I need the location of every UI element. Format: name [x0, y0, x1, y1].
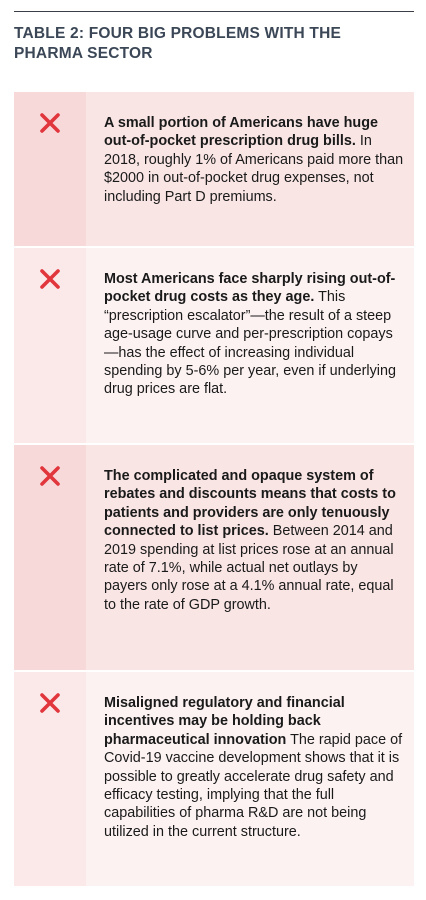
- row-text: Most Americans face sharply rising out-o…: [104, 270, 404, 399]
- x-icon: [40, 113, 60, 133]
- row-body: In 2018, roughly 1% of Americans paid mo…: [104, 133, 404, 205]
- row-lead: A small portion of Americans have huge o…: [104, 115, 379, 150]
- icon-cell: [14, 92, 86, 246]
- x-stroke: [40, 693, 60, 713]
- row-text: A small portion of Americans have huge o…: [104, 114, 404, 206]
- icon-cell: [14, 672, 86, 886]
- row-body: Between 2014 and 2019 spending at list p…: [104, 523, 394, 613]
- top-rule: [14, 11, 414, 12]
- text-cell: A small portion of Americans have huge o…: [86, 92, 414, 246]
- x-icon: [40, 466, 60, 486]
- row-body: The rapid pace of Covid-19 vaccine devel…: [104, 731, 403, 840]
- row-body: This “prescription escalator”—the result…: [104, 289, 396, 398]
- table-row: Misaligned regulatory and financial ince…: [14, 672, 414, 888]
- table-row: Most Americans face sharply rising out-o…: [14, 248, 414, 445]
- row-text: The complicated and opaque system of reb…: [104, 467, 404, 614]
- row-lead: Misaligned regulatory and financial ince…: [104, 695, 345, 748]
- row-lead: The complicated and opaque system of reb…: [104, 468, 396, 540]
- x-stroke: [40, 466, 60, 486]
- text-cell: The complicated and opaque system of reb…: [86, 445, 414, 670]
- icon-cell: [14, 248, 86, 443]
- icon-cell: [14, 445, 86, 670]
- x-icon: [40, 693, 60, 713]
- text-cell: Most Americans face sharply rising out-o…: [86, 248, 414, 443]
- x-stroke: [40, 113, 60, 133]
- x-stroke: [40, 269, 60, 289]
- row-text: Misaligned regulatory and financial ince…: [104, 694, 404, 841]
- x-icon: [40, 269, 60, 289]
- table-row: The complicated and opaque system of reb…: [14, 445, 414, 672]
- table-title: TABLE 2: FOUR BIG PROBLEMS WITH THE PHAR…: [14, 25, 342, 62]
- text-cell: Misaligned regulatory and financial ince…: [86, 672, 414, 886]
- problems-table: A small portion of Americans have huge o…: [14, 92, 414, 888]
- table-row: A small portion of Americans have huge o…: [14, 92, 414, 248]
- row-lead: Most Americans face sharply rising out-o…: [104, 271, 396, 306]
